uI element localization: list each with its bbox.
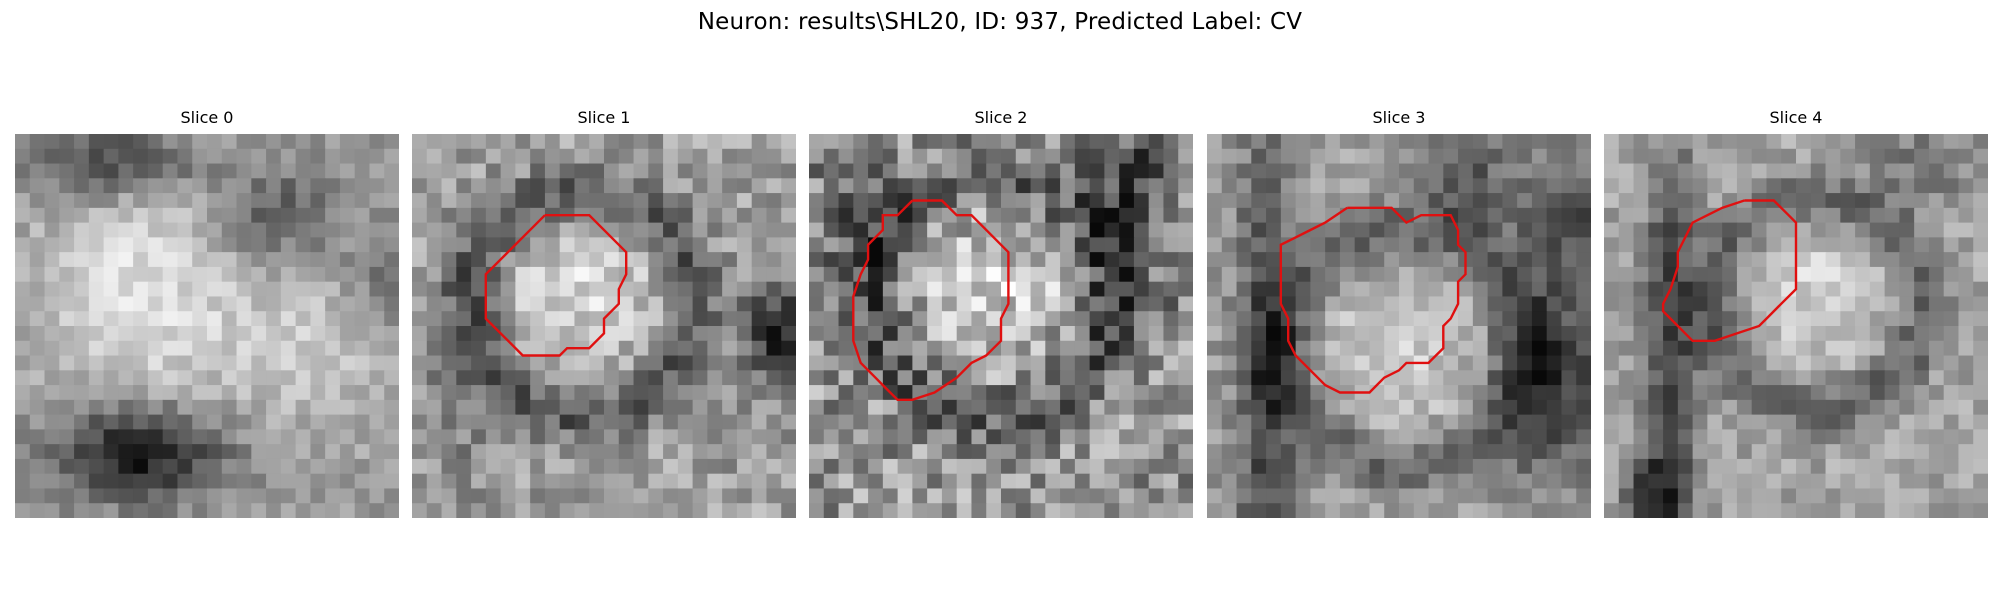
slice-title-2: Slice 2 [809,108,1193,128]
slice-panel-4: Slice 4 [1604,108,1988,522]
slice-image-3 [1207,134,1591,518]
pixel-grid [1207,134,1591,518]
slice-title-3: Slice 3 [1207,108,1591,128]
slice-title-1: Slice 1 [412,108,796,128]
slice-title-0: Slice 0 [15,108,399,128]
slice-panel-2: Slice 2 [809,108,1193,522]
slice-panel-1: Slice 1 [412,108,796,522]
slice-image-1 [412,134,796,518]
slice-title-4: Slice 4 [1604,108,1988,128]
slice-panel-3: Slice 3 [1207,108,1591,522]
slice-image-4 [1604,134,1988,518]
slice-panel-0: Slice 0 [15,108,399,522]
slice-image-2 [809,134,1193,518]
pixel-grid [15,134,399,518]
slice-image-0 [15,134,399,518]
pixel-grid [1604,134,1988,518]
figure-title: Neuron: results\SHL20, ID: 937, Predicte… [0,8,2000,36]
